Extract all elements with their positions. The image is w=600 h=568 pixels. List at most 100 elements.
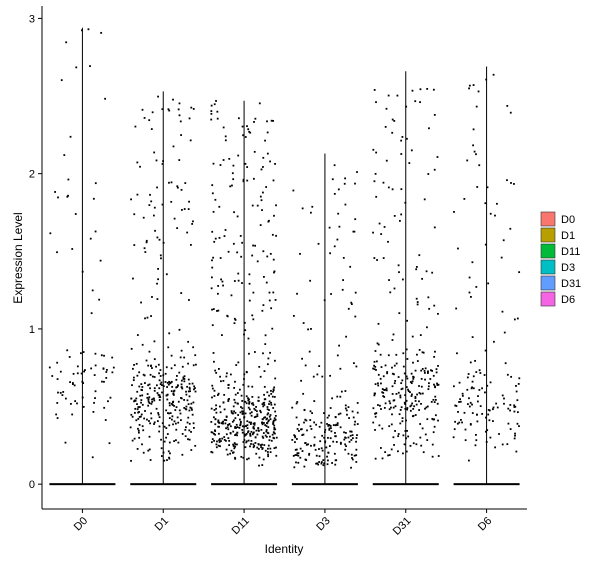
- data-point: [273, 428, 276, 431]
- data-point: [166, 393, 169, 396]
- data-point: [297, 452, 300, 455]
- data-point: [235, 423, 238, 426]
- data-point: [274, 414, 277, 417]
- violin-D0: [48, 27, 116, 486]
- violin-D1: [129, 91, 197, 486]
- data-point: [315, 454, 318, 457]
- data-point: [213, 395, 216, 397]
- data-point: [402, 365, 405, 368]
- data-point: [332, 440, 335, 443]
- data-point: [426, 88, 429, 90]
- data-point: [348, 440, 351, 443]
- data-point: [183, 380, 186, 383]
- data-point: [347, 406, 350, 409]
- data-point: [337, 212, 340, 215]
- data-point: [333, 452, 336, 455]
- data-point: [252, 318, 255, 321]
- data-point: [79, 352, 82, 355]
- legend-swatch-D1: [540, 227, 556, 243]
- data-point: [296, 292, 298, 295]
- data-point: [412, 377, 415, 380]
- data-point: [222, 126, 225, 129]
- data-point: [513, 183, 515, 185]
- data-point: [330, 293, 332, 295]
- data-point: [74, 213, 77, 215]
- data-point: [299, 252, 301, 255]
- data-point: [173, 364, 176, 367]
- data-point: [342, 279, 344, 281]
- data-point: [218, 425, 220, 428]
- data-point: [379, 353, 382, 356]
- data-point: [464, 439, 467, 442]
- data-point: [223, 436, 226, 438]
- data-point: [171, 404, 174, 406]
- data-point: [178, 409, 181, 412]
- data-point: [144, 410, 146, 412]
- data-point: [222, 159, 225, 161]
- data-point: [256, 433, 259, 436]
- data-point: [509, 111, 512, 114]
- data-point: [356, 402, 359, 404]
- data-point: [415, 443, 418, 446]
- data-point: [150, 402, 153, 405]
- data-point: [291, 438, 294, 441]
- data-point: [257, 448, 260, 450]
- data-point: [158, 425, 161, 428]
- data-point: [333, 245, 336, 248]
- data-point: [250, 411, 253, 414]
- data-point: [262, 304, 265, 307]
- data-point: [422, 451, 425, 454]
- data-point: [471, 412, 474, 414]
- data-point: [339, 367, 342, 370]
- zero-cluster: [211, 483, 278, 486]
- data-point: [254, 409, 257, 411]
- data-point: [140, 301, 142, 304]
- data-point: [104, 419, 107, 421]
- data-point: [426, 405, 429, 408]
- data-point: [253, 427, 255, 430]
- data-point: [143, 247, 146, 250]
- data-point: [149, 459, 152, 461]
- data-point: [356, 411, 359, 414]
- data-point: [513, 437, 516, 440]
- data-point: [299, 447, 302, 450]
- data-point: [485, 416, 487, 419]
- y-axis-label: Expression Level: [11, 212, 25, 303]
- data-point: [142, 373, 145, 376]
- data-point: [162, 241, 165, 244]
- data-point: [180, 292, 183, 294]
- data-point: [243, 416, 246, 419]
- data-point: [213, 439, 215, 442]
- data-point: [478, 369, 481, 372]
- data-point: [259, 375, 262, 378]
- data-point: [73, 384, 76, 387]
- data-point: [193, 385, 196, 388]
- data-point: [423, 370, 426, 372]
- data-point: [89, 65, 91, 68]
- data-point: [471, 380, 474, 383]
- data-point: [484, 243, 487, 246]
- data-point: [320, 447, 323, 450]
- data-point: [248, 408, 251, 411]
- data-point: [375, 151, 378, 154]
- y-tick-label: 0: [29, 479, 35, 491]
- data-point: [313, 443, 316, 446]
- data-point: [112, 366, 115, 369]
- data-point: [160, 381, 163, 384]
- data-point: [137, 418, 140, 420]
- data-point: [181, 387, 184, 390]
- data-point: [49, 232, 52, 235]
- data-point: [473, 150, 476, 153]
- data-point: [507, 422, 510, 425]
- data-point: [261, 435, 264, 438]
- data-point: [170, 367, 173, 370]
- data-point: [250, 414, 253, 417]
- data-point: [262, 458, 265, 461]
- data-point: [219, 411, 222, 414]
- data-point: [251, 314, 254, 317]
- data-point: [433, 425, 436, 428]
- data-point: [246, 125, 248, 128]
- data-point: [218, 405, 221, 408]
- data-point: [212, 162, 215, 165]
